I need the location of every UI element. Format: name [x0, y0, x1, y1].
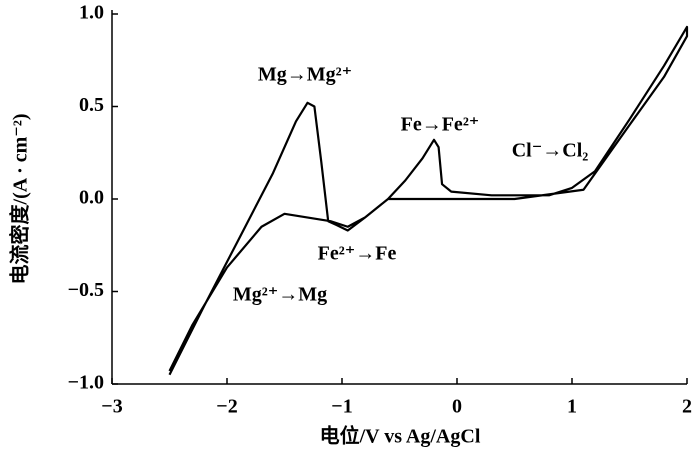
y-tick-label: 0.5 [79, 94, 104, 116]
x-axis-label: 电位/V vs Ag/AgCl [320, 424, 481, 448]
y-tick-label: 1.0 [79, 2, 104, 24]
x-tick-label: −3 [101, 396, 122, 418]
annotation: Mg²⁺→Mg [233, 284, 327, 306]
annotation: Fe²⁺→Fe [318, 243, 397, 265]
annotation: Mg→Mg²⁺ [258, 64, 352, 86]
x-tick-label: 1 [567, 396, 577, 418]
y-tick-label: −1.0 [68, 372, 104, 394]
x-tick-label: −2 [216, 396, 237, 418]
y-axis-label: 电流密度/(A · cm⁻²) [8, 114, 32, 285]
y-tick-label: −0.5 [68, 279, 104, 301]
data-line [168, 25, 689, 376]
x-tick-label: 0 [452, 396, 462, 418]
y-tick-label: 0.0 [79, 187, 104, 209]
x-tick-label: 2 [682, 396, 692, 418]
annotation: Fe→Fe²⁺ [401, 114, 480, 136]
annotation: Cl⁻→Cl₂ [512, 140, 589, 162]
x-tick-label: −1 [331, 396, 352, 418]
